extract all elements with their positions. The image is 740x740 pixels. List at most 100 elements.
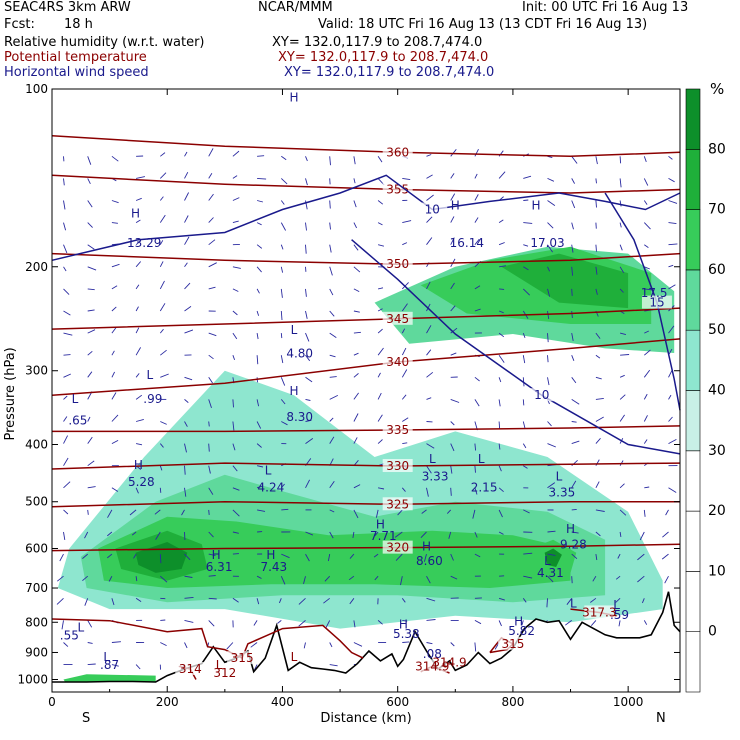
colorbar-tick-label: 40 (708, 383, 726, 399)
wind-vector (136, 198, 142, 200)
extremum-label: 17.03 (530, 236, 564, 250)
theta-contour-label: 345 (386, 312, 409, 326)
wind-vector (233, 221, 239, 223)
wind-vector (669, 285, 676, 289)
colorbar-bin (686, 89, 700, 149)
wind-vector (160, 215, 165, 223)
wind-vector (378, 393, 381, 399)
wind-vector (644, 223, 650, 230)
x-tick-label: 600 (386, 695, 409, 709)
wind-vector (427, 217, 433, 223)
wind-vector (88, 510, 89, 515)
theta-contour-label: 350 (386, 257, 409, 271)
wind-vector (257, 178, 266, 179)
wind-vector (620, 178, 621, 187)
wind-vector (185, 330, 193, 333)
wind-vector (330, 267, 333, 276)
wind-vector (112, 440, 118, 443)
wind-vector (499, 172, 505, 179)
wind-vector (644, 370, 649, 377)
wind-vector (620, 201, 621, 207)
wind-vector (306, 333, 309, 341)
wind-vector (306, 245, 307, 254)
wind-vector (451, 173, 454, 178)
wind-vector (257, 355, 258, 364)
wind-vector (233, 267, 241, 269)
wind-vector (596, 417, 604, 422)
colorbar-tick-label: 80 (708, 141, 726, 157)
wind-vector (136, 285, 139, 289)
theta-contour-line (52, 339, 680, 395)
wind-vector (548, 444, 556, 447)
wind-vector (596, 201, 597, 208)
wind-vector (330, 245, 332, 253)
wind-vector (251, 643, 257, 648)
wind-vector (306, 377, 313, 382)
wind-vector (596, 438, 601, 443)
wind-vector (572, 399, 580, 404)
wind-vector (620, 415, 625, 422)
wind-vector (669, 244, 678, 245)
wind-vector (330, 355, 336, 357)
theta-contour-line (52, 175, 680, 193)
wind-vector (572, 223, 574, 230)
wind-vector (160, 554, 161, 563)
wind-vector (209, 620, 215, 626)
wind-vector (64, 289, 70, 295)
y-axis-label: Pressure (hPa) (3, 347, 18, 440)
wind-vector (233, 311, 238, 315)
wind-vector (354, 156, 355, 164)
wind-vector (354, 267, 360, 272)
wind-vector (185, 193, 189, 201)
y-tick-label: 500 (25, 495, 48, 509)
wind-vector (257, 201, 263, 203)
wind-vector (185, 263, 188, 267)
wind-vector (427, 620, 436, 621)
wind-speed-contour-label: 10 (425, 203, 440, 217)
wind-vector (64, 245, 67, 253)
colorbar-tick-label: 60 (708, 262, 726, 278)
wind-vector (112, 156, 118, 161)
wind-vector (596, 245, 597, 252)
wind-vector (378, 245, 384, 247)
wind-vector (88, 201, 93, 208)
wind-vector (402, 178, 410, 179)
wind-vector (136, 419, 144, 421)
wind-vector (112, 223, 118, 224)
wind-vector (572, 509, 577, 510)
colorbar-tick-label: 70 (708, 202, 726, 218)
wind-vector (596, 178, 597, 183)
theta-contour-line (52, 136, 680, 157)
y-tick-label: 800 (25, 615, 48, 629)
wind-vector (523, 355, 524, 363)
wind-vector (306, 289, 307, 297)
y-tick-label: 600 (25, 541, 48, 555)
wind-vector (499, 399, 500, 406)
colorbar-bin (686, 210, 700, 270)
wind-vector (644, 178, 648, 185)
wind-vector (88, 372, 92, 378)
wind-vector (88, 437, 93, 444)
x-tick-label: 0 (48, 695, 56, 709)
wind-vector (596, 460, 599, 466)
wind-vector (281, 311, 282, 320)
extremum-label: L (72, 392, 79, 406)
wind-vector (112, 264, 120, 267)
wind-vector (257, 333, 258, 339)
south-label: S (82, 711, 90, 726)
wind-vector (64, 223, 66, 231)
extremum-label: 314.9 (432, 655, 466, 669)
wind-vector (281, 509, 288, 510)
extremum-label: 7.43 (260, 560, 287, 574)
extremum-label: L (429, 452, 436, 466)
wind-vector (669, 265, 674, 267)
wind-vector (160, 350, 166, 355)
wind-vector (354, 643, 362, 647)
wind-vector (88, 310, 95, 311)
wind-vector (306, 178, 308, 185)
wind-vector (160, 197, 163, 201)
wind-vector (644, 487, 649, 488)
wind-vector (306, 399, 311, 400)
y-tick-label: 200 (25, 260, 48, 274)
extremum-label: 5.28 (128, 475, 155, 489)
